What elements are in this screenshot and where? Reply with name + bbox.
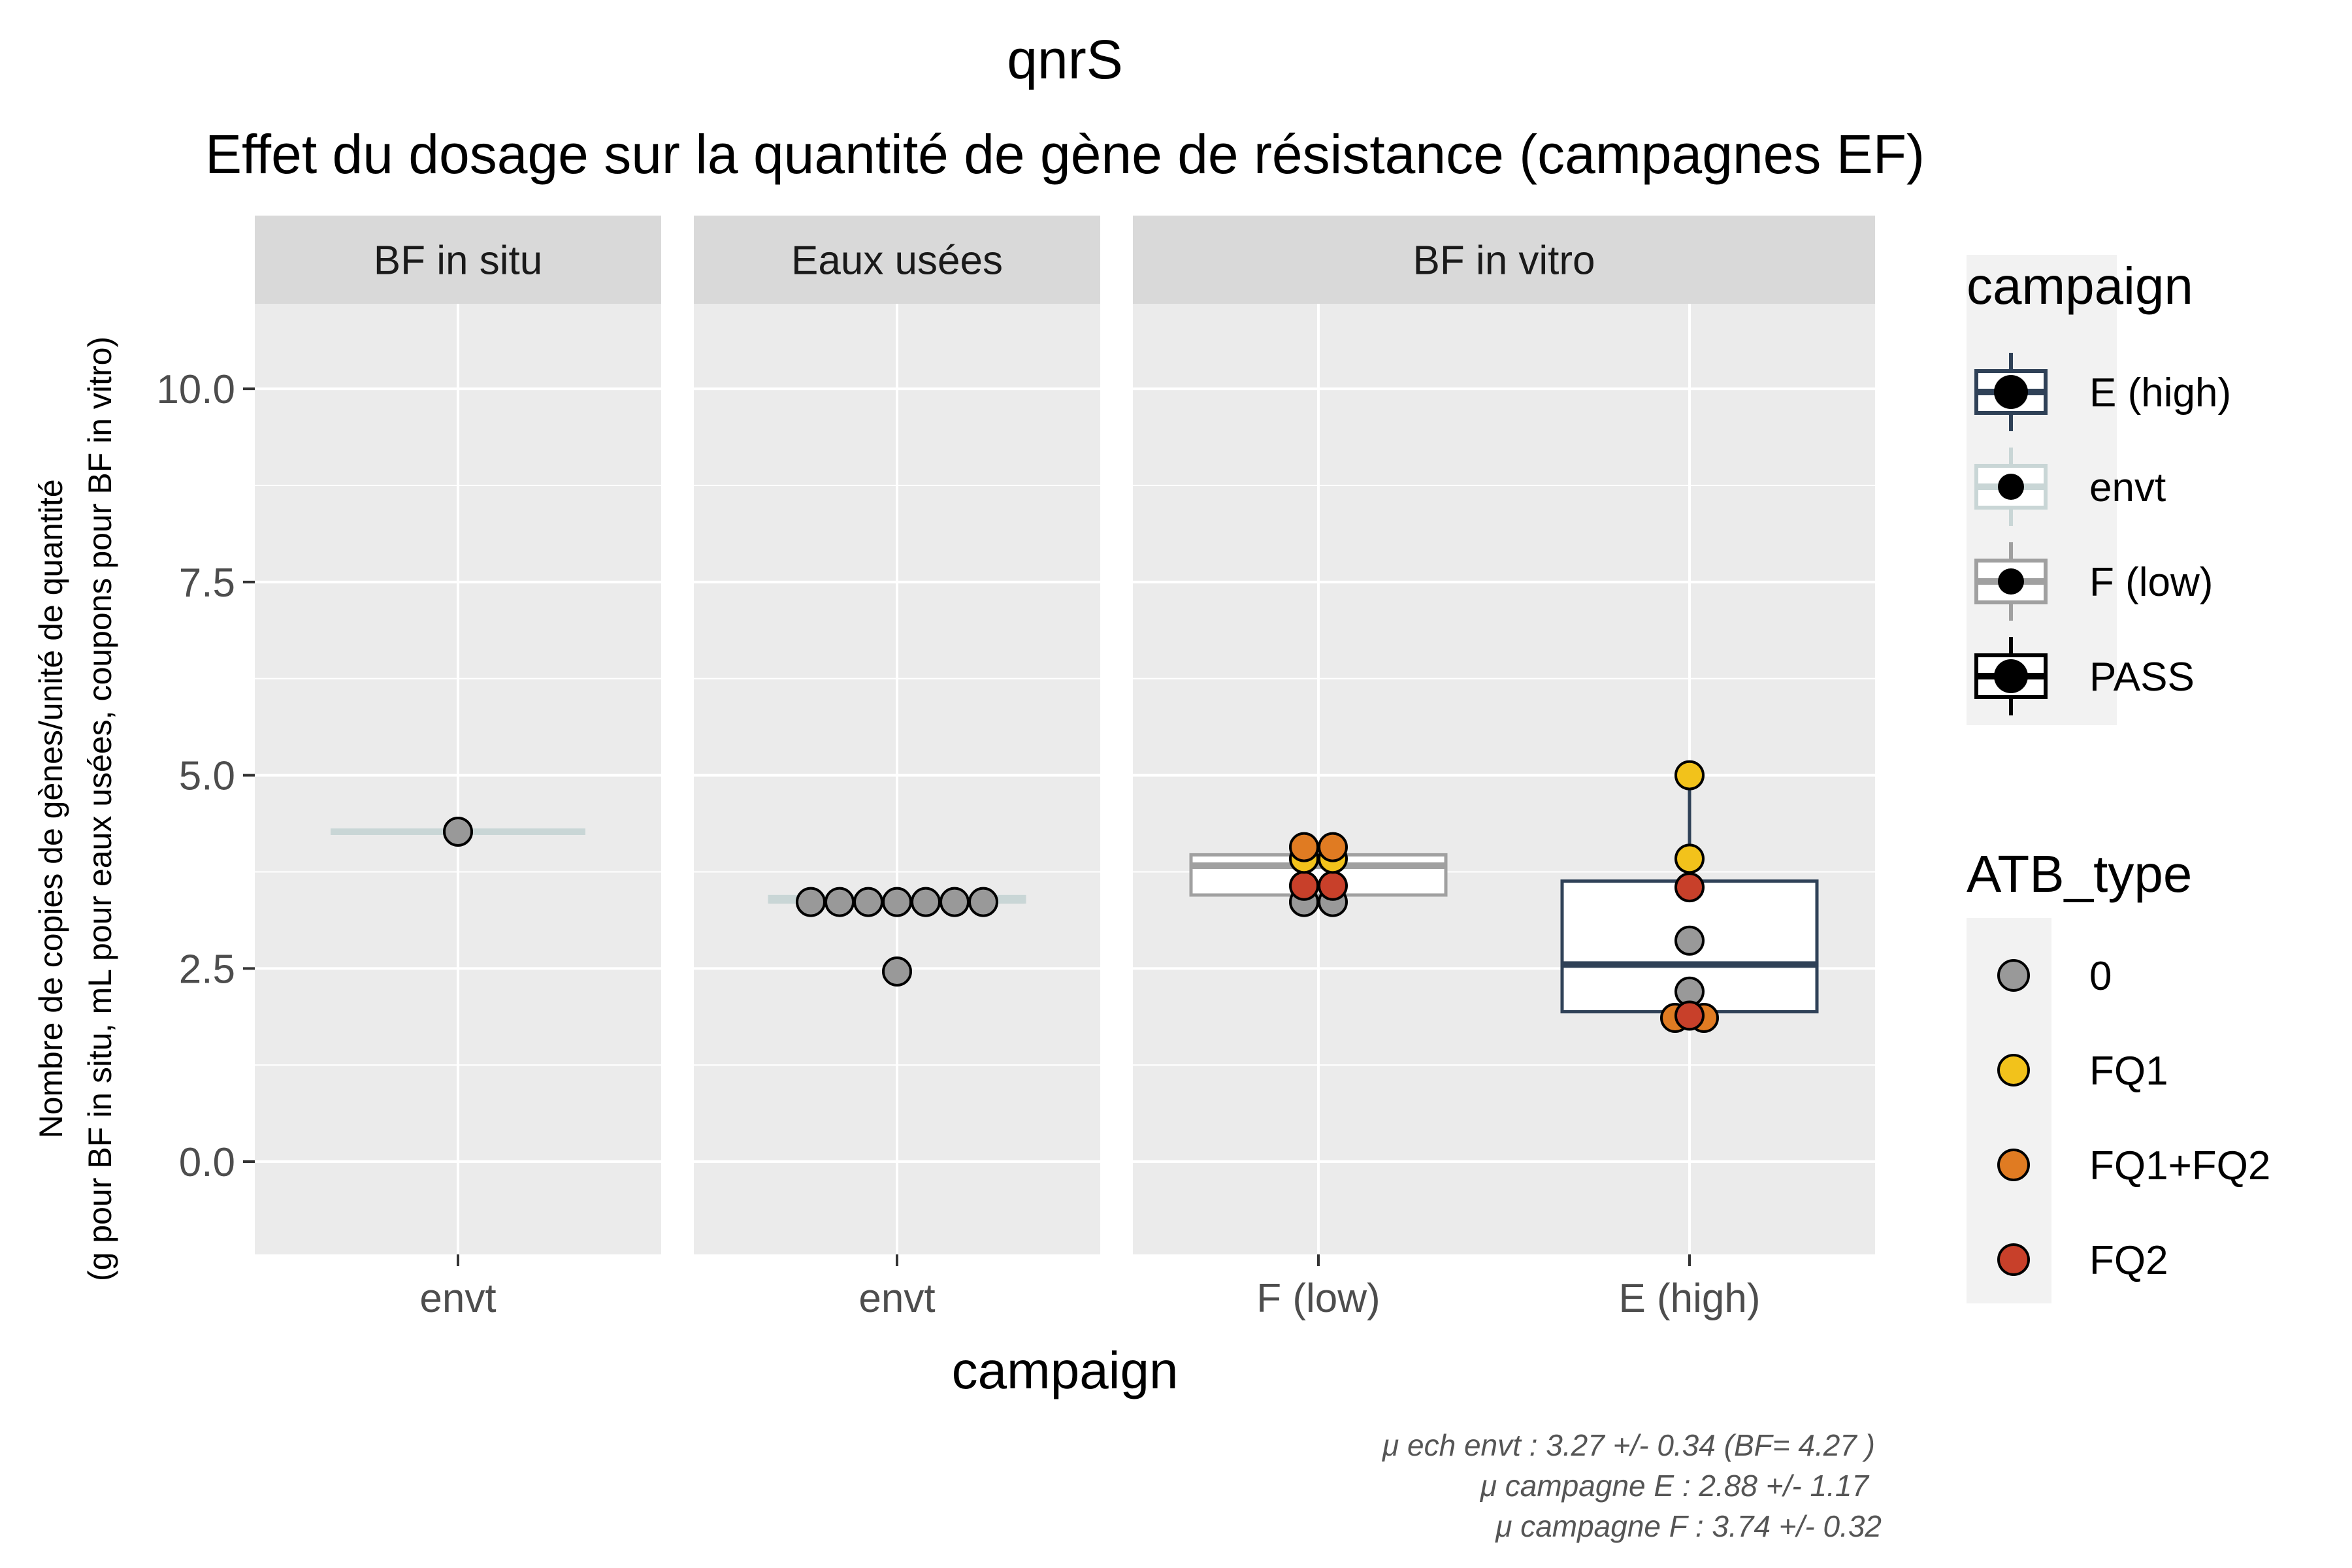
legend-campaign-label: PASS bbox=[2089, 655, 2195, 700]
data-point bbox=[1289, 832, 1319, 862]
legend-key-point bbox=[1994, 659, 2028, 693]
legend-atb-key bbox=[1997, 1149, 2030, 1181]
legend-campaign-title: campaign bbox=[1967, 257, 2193, 315]
y-tick-label: 0.0 bbox=[179, 1140, 235, 1185]
legend-atb-title: ATB_type bbox=[1967, 845, 2192, 903]
data-point bbox=[1674, 872, 1705, 903]
data-point bbox=[911, 887, 941, 917]
data-point bbox=[882, 887, 912, 917]
chart-subtitle: Effet du dosage sur la quantité de gène … bbox=[205, 123, 1925, 185]
data-point bbox=[968, 887, 998, 917]
caption-line-1: μ ech envt : 3.27 +/- 0.34 (BF= 4.27 ) bbox=[1382, 1428, 1875, 1462]
legend-atb-label: FQ2 bbox=[2089, 1238, 2168, 1283]
legend-campaign-label: envt bbox=[2089, 465, 2166, 510]
facet-strip bbox=[255, 216, 661, 304]
x-tick-label: envt bbox=[419, 1276, 496, 1321]
legend-campaign-key bbox=[1974, 448, 2048, 526]
x-axis-label: campaign bbox=[952, 1341, 1179, 1399]
legend-atb: 0 FQ1 FQ1+FQ2 FQ2 bbox=[1997, 954, 2270, 1283]
legend-atb-label: FQ1+FQ2 bbox=[2089, 1143, 2270, 1188]
caption-line-3: μ campagne F : 3.74 +/- 0.32 bbox=[1495, 1509, 1882, 1543]
data-point bbox=[796, 887, 826, 917]
data-point bbox=[939, 887, 970, 917]
facet-panel: BF in vitro F (low) E (high) bbox=[1133, 216, 1875, 1321]
legend-campaign-label: E (high) bbox=[2089, 370, 2231, 416]
legend-campaign-key bbox=[1974, 353, 2048, 431]
legend-atb-key bbox=[1997, 959, 2030, 992]
y-axis: 0.0 2.5 5.0 7.5 10.0 bbox=[156, 367, 255, 1185]
x-tick-label: envt bbox=[858, 1276, 935, 1321]
legend-key-point bbox=[1998, 568, 2024, 595]
legend-atb-key bbox=[1997, 1054, 2030, 1086]
y-tick-label: 2.5 bbox=[179, 947, 235, 992]
data-point bbox=[882, 956, 912, 987]
facet-strip-label: BF in vitro bbox=[1413, 238, 1595, 284]
facet-panel: Eaux usées envt bbox=[694, 216, 1100, 1321]
legend-campaign-key bbox=[1974, 542, 2048, 621]
legend-key-point bbox=[1994, 375, 2028, 409]
y-tick-label: 7.5 bbox=[179, 561, 235, 606]
data-point bbox=[1318, 870, 1348, 901]
data-point bbox=[1674, 925, 1705, 956]
data-point bbox=[1674, 760, 1705, 791]
x-tick-label: E (high) bbox=[1618, 1276, 1760, 1321]
legend-campaign: E (high) envt F (low) PASS bbox=[1974, 353, 2231, 715]
x-tick-label: F (low) bbox=[1256, 1276, 1380, 1321]
data-point bbox=[443, 816, 473, 847]
chart-title: qnrS bbox=[1007, 29, 1122, 90]
legend-campaign-key bbox=[1974, 637, 2048, 715]
y-axis-label-line1: Nombre de copies de gènes/unité de quant… bbox=[33, 479, 69, 1138]
legend-atb-key bbox=[1997, 1243, 2030, 1276]
legend-atb-label: 0 bbox=[2089, 954, 2112, 999]
data-point bbox=[1318, 832, 1348, 862]
data-point bbox=[853, 887, 883, 917]
legend-atb-label: FQ1 bbox=[2089, 1049, 2168, 1094]
facet-strip bbox=[1133, 216, 1875, 304]
y-tick-label: 5.0 bbox=[179, 754, 235, 799]
panel-background bbox=[1133, 304, 1875, 1254]
facet-strip-label: Eaux usées bbox=[791, 238, 1003, 284]
data-point bbox=[1674, 1000, 1705, 1031]
facet-strip-label: BF in situ bbox=[374, 238, 542, 284]
data-point bbox=[1289, 870, 1319, 901]
caption-line-2: μ campagne E : 2.88 +/- 1.17 bbox=[1480, 1469, 1870, 1503]
y-axis-label-line2: (g pour BF in situ, mL pour eaux usées, … bbox=[82, 336, 118, 1281]
y-tick-label: 10.0 bbox=[156, 367, 235, 412]
plot-area: BF in situ envt Eaux usées envt BF in vitro F… bbox=[255, 216, 1875, 1321]
facet-panel: BF in situ envt bbox=[255, 216, 661, 1321]
facet-strip bbox=[694, 216, 1100, 304]
legend-key-point bbox=[1998, 474, 2024, 500]
data-point bbox=[1674, 843, 1705, 874]
legend-campaign-label: F (low) bbox=[2089, 560, 2213, 605]
data-point bbox=[825, 887, 855, 917]
